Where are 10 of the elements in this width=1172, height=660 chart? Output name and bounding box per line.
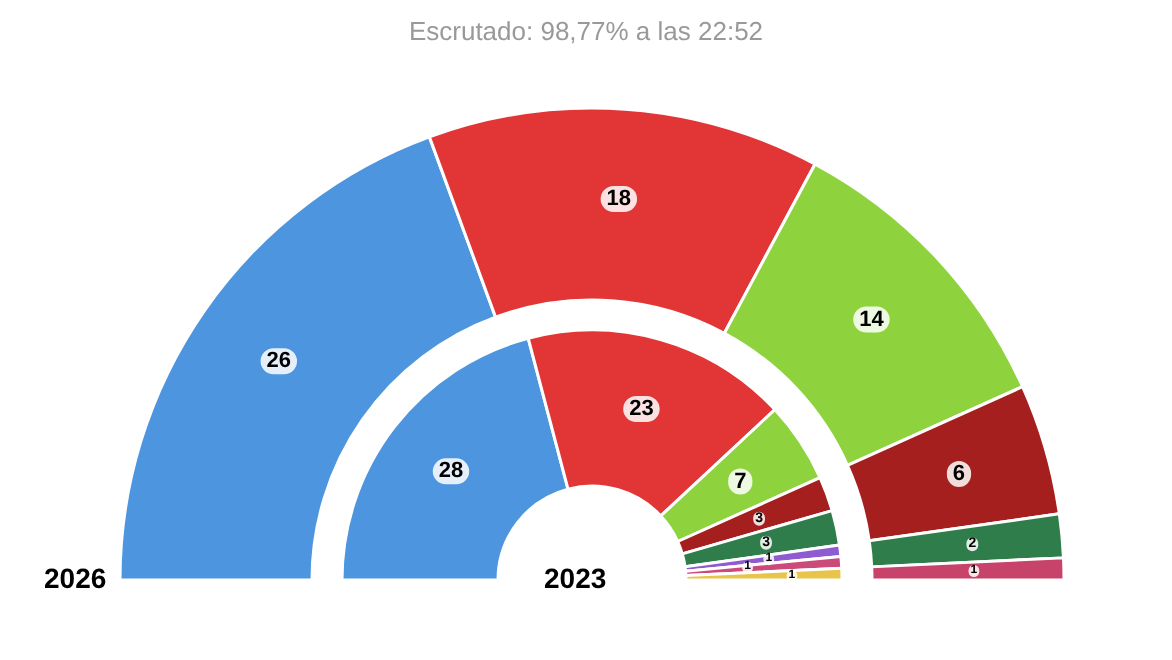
data-label: 7	[734, 469, 747, 494]
data-label: 28	[438, 459, 464, 484]
slice-label: 2026	[44, 562, 107, 594]
slice-label: 2023	[544, 562, 607, 594]
data-label: 26	[266, 349, 292, 374]
data-label: 14	[859, 307, 886, 332]
data-label: 23	[629, 397, 654, 421]
data-label: 18	[606, 186, 632, 211]
chart-subtitle: Escrutado: 98,77% a las 22:52	[408, 16, 764, 46]
data-label: 6	[952, 461, 966, 486]
